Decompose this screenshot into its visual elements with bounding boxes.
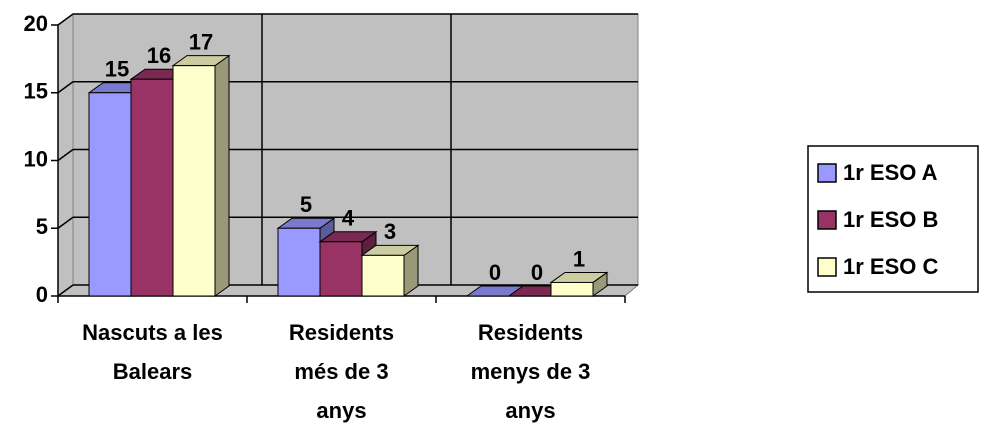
x-tick-label: Nascuts a les Balears xyxy=(82,320,223,384)
x-tick-label: Residents menys de 3 anys xyxy=(470,320,591,423)
value-label: 16 xyxy=(147,43,171,68)
y-tick-label: 5 xyxy=(36,214,48,239)
value-label: 5 xyxy=(300,192,312,217)
legend-label: 1r ESO B xyxy=(843,207,938,232)
value-label: 4 xyxy=(342,206,355,231)
legend-swatch xyxy=(817,210,837,230)
y-tick-label: 0 xyxy=(36,282,48,307)
value-label: 15 xyxy=(105,57,129,82)
value-label: 0 xyxy=(489,260,501,285)
grid-line xyxy=(57,148,74,162)
grid-line xyxy=(57,13,74,26)
y-tick-label: 15 xyxy=(24,79,48,104)
value-label: 3 xyxy=(384,219,396,244)
grid-line xyxy=(57,284,74,297)
bar xyxy=(550,281,594,297)
legend-label: 1r ESO C xyxy=(843,254,938,279)
legend-swatch xyxy=(817,257,837,277)
bar xyxy=(88,92,132,297)
bar xyxy=(361,254,405,297)
value-label: 1 xyxy=(573,246,585,271)
legend-swatch xyxy=(817,163,837,183)
x-tick-label: Residents més de 3 anys xyxy=(288,320,395,423)
legend-label: 1r ESO A xyxy=(843,160,938,185)
grid-line xyxy=(57,216,74,229)
bar xyxy=(130,78,174,297)
y-tick-label: 10 xyxy=(24,146,48,171)
bar xyxy=(319,241,363,297)
y-tick-label: 20 xyxy=(24,11,48,36)
bar-side xyxy=(214,54,230,297)
bar xyxy=(277,227,321,297)
grid-line xyxy=(57,81,74,94)
bar xyxy=(172,65,216,297)
value-label: 0 xyxy=(531,260,543,285)
value-label: 17 xyxy=(189,29,213,54)
